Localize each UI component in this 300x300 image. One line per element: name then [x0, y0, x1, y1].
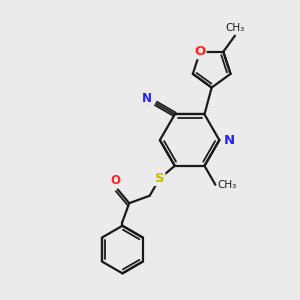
Text: S: S	[155, 172, 164, 185]
Text: CH₃: CH₃	[218, 180, 237, 190]
Text: N: N	[223, 134, 234, 147]
Text: O: O	[111, 174, 121, 187]
Text: O: O	[194, 45, 206, 58]
Text: CH₃: CH₃	[225, 23, 244, 33]
Text: C: C	[142, 96, 151, 109]
Text: N: N	[142, 92, 152, 105]
